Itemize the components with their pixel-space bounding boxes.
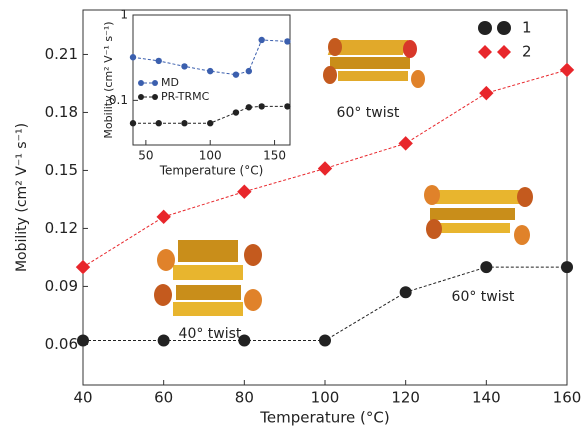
legend-marker [478, 21, 492, 35]
data-point [237, 185, 251, 199]
data-point [233, 71, 239, 77]
data-point [246, 68, 252, 74]
data-point [400, 286, 412, 298]
legend-marker [138, 80, 144, 86]
data-point [233, 109, 239, 115]
legend-marker [138, 94, 144, 100]
legend-marker [478, 45, 492, 59]
data-point [284, 103, 290, 109]
x-tick-label: 40 [73, 389, 92, 407]
y-axis-label: Mobility (cm² V⁻¹ s⁻¹) [14, 123, 30, 272]
data-point [560, 63, 574, 77]
y-tick-label: 0.06 [45, 335, 78, 353]
x-tick-label: 100 [311, 389, 340, 407]
x-tick-label: 50 [138, 149, 153, 163]
data-point [156, 120, 162, 126]
x-tick-label: 160 [553, 389, 582, 407]
data-point [181, 63, 187, 69]
y-tick-label: 0.12 [45, 219, 78, 237]
data-point [130, 120, 136, 126]
x-tick-label: 60 [154, 389, 173, 407]
data-point [77, 335, 89, 347]
annotation: 40° twist [179, 326, 242, 342]
x-tick-label: 120 [391, 389, 420, 407]
data-point [319, 335, 331, 347]
y-tick-label: 0.18 [45, 103, 78, 121]
legend-marker [152, 94, 158, 100]
data-point [561, 261, 573, 273]
data-point [284, 38, 290, 44]
chart: 40 60 80 100 120 140 160 0.06 0.09 0.12 0.15 0.18 0.… [0, 0, 584, 430]
legend-label: 2 [522, 43, 532, 61]
data-point [246, 104, 252, 110]
annotation: 60° twist [337, 105, 400, 121]
legend-label: MD [161, 76, 179, 89]
data-point [207, 120, 213, 126]
y-tick-label: 0.21 [45, 45, 78, 63]
data-point [207, 68, 213, 74]
data-point [480, 261, 492, 273]
data-point [258, 37, 264, 43]
x-tick-label: 140 [472, 389, 501, 407]
data-point [318, 161, 332, 175]
legend-label: 1 [522, 19, 532, 37]
x-axis-label: Temperature (°C) [159, 164, 264, 178]
x-axis-label: Temperature (°C) [259, 409, 389, 427]
y-tick-label: 0.09 [45, 277, 78, 295]
legend-marker [152, 80, 158, 86]
annotation: 60° twist [452, 289, 515, 305]
data-point [156, 58, 162, 64]
page: {"chart_data":[ {"type":"line","x_label"… [0, 0, 584, 430]
data-point [130, 54, 136, 60]
data-point [156, 210, 170, 224]
data-point [76, 260, 90, 274]
y-axis-label: Mobility (cm² V⁻¹ s⁻¹) [102, 21, 115, 138]
y-tick-label: 1 [120, 8, 128, 22]
data-point [158, 335, 170, 347]
legend-label: PR-TRMC [161, 90, 210, 103]
data-point [258, 103, 264, 109]
x-tick-label: 80 [235, 389, 254, 407]
x-tick-label: 100 [199, 149, 222, 163]
data-point [479, 86, 493, 100]
data-point [398, 136, 412, 150]
y-tick-label: 0.15 [45, 161, 78, 179]
legend-marker [497, 21, 511, 35]
x-tick-label: 150 [263, 149, 286, 163]
data-point [181, 120, 187, 126]
legend-marker [497, 45, 511, 59]
